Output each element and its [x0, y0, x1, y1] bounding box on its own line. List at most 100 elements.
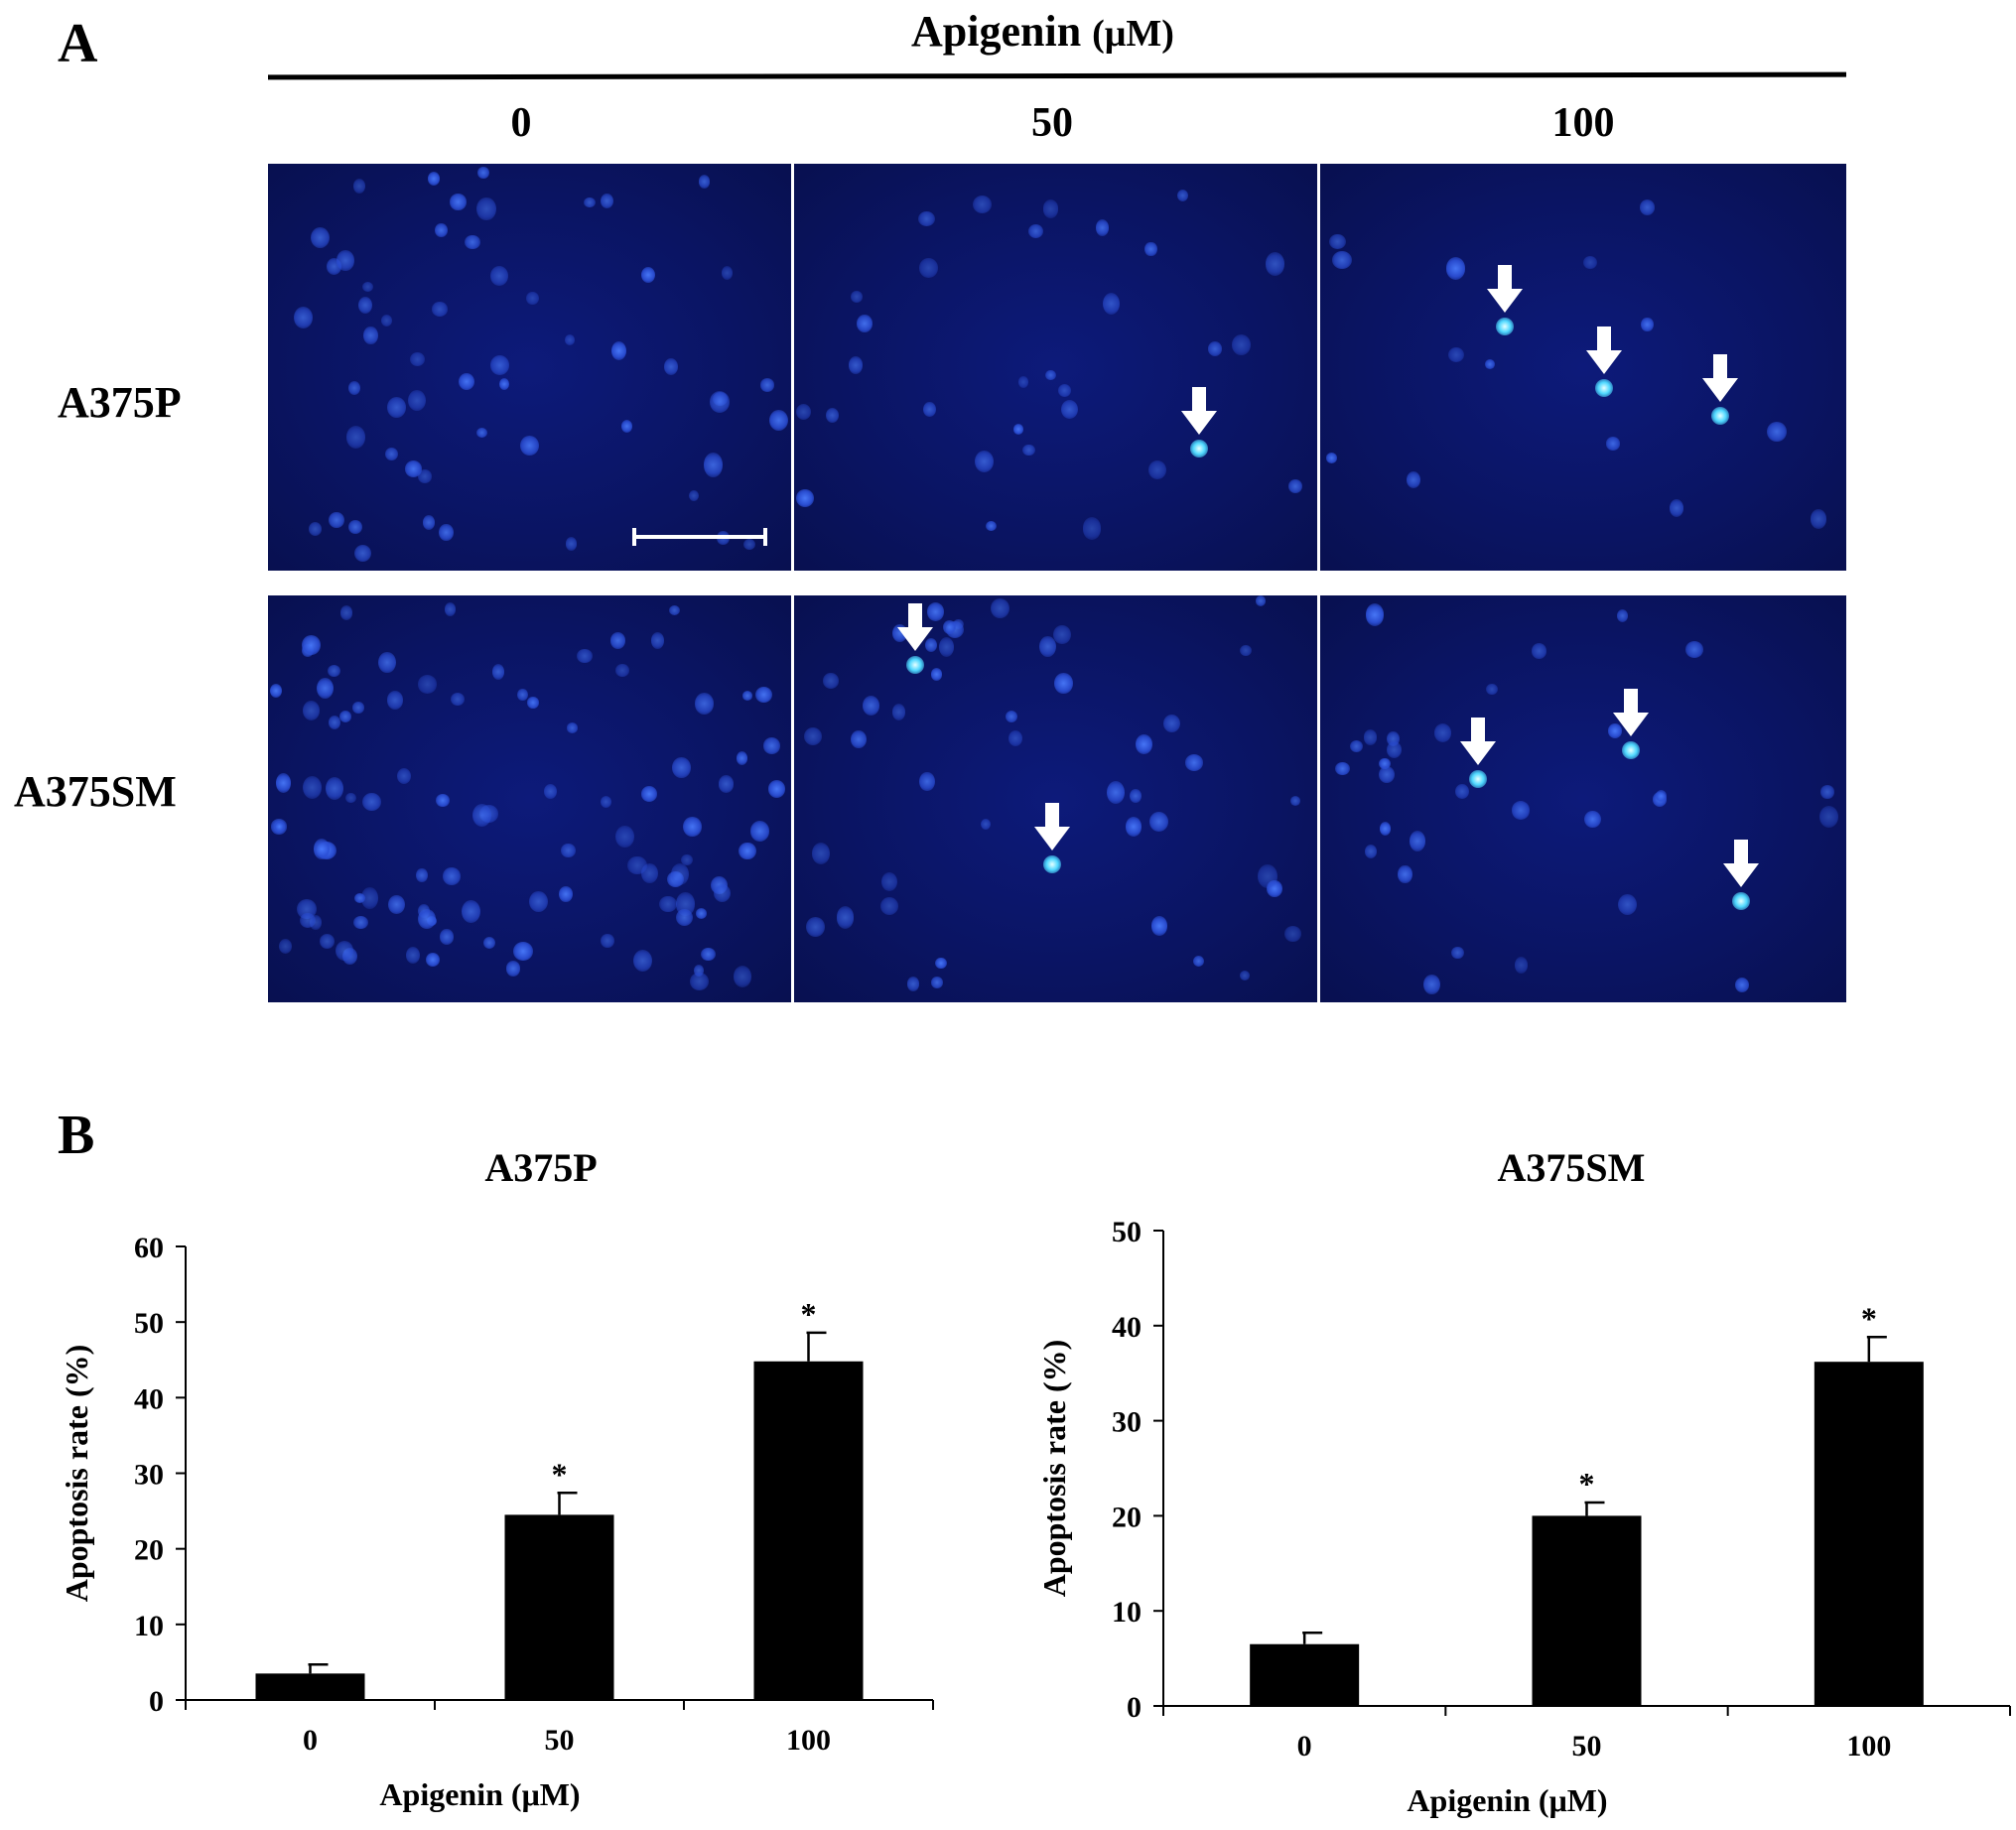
micrograph-a375sm-100 — [1320, 595, 1846, 1002]
nucleus — [823, 673, 839, 689]
nucleus — [490, 265, 509, 286]
nucleus — [422, 514, 436, 530]
nucleus — [440, 929, 454, 945]
nucleus — [336, 941, 354, 962]
nucleus — [695, 693, 715, 715]
nucleus — [975, 450, 995, 472]
nucleus — [409, 352, 425, 367]
micrograph-a375p-50 — [794, 164, 1317, 571]
nucleus — [1288, 478, 1302, 493]
nucleus — [1290, 796, 1301, 806]
nucleus — [1639, 198, 1656, 216]
nucleus — [543, 784, 557, 800]
nucleus — [1511, 800, 1531, 820]
nucleus — [326, 776, 344, 801]
apoptotic-nucleus — [1732, 891, 1750, 910]
nucleus — [1810, 509, 1826, 529]
nucleus — [1207, 341, 1222, 356]
nucleus — [417, 469, 432, 483]
nucleus — [387, 894, 405, 915]
nucleus — [610, 632, 625, 649]
nucleus — [345, 425, 366, 450]
nucleus — [851, 729, 868, 749]
nucleus — [713, 884, 731, 902]
micrograph-a375sm-0 — [268, 595, 791, 1002]
y-tick-label: 0 — [1127, 1691, 1142, 1724]
nucleus — [1767, 421, 1787, 442]
conc-label-100: 100 — [1551, 100, 1615, 146]
nucleus — [696, 908, 708, 919]
down-arrow-icon — [1723, 839, 1759, 887]
y-tick-label: 50 — [1112, 1216, 1142, 1248]
nucleus — [1365, 603, 1385, 626]
nucleus — [1584, 811, 1602, 829]
nucleus — [353, 178, 366, 194]
nucleus — [1608, 723, 1622, 738]
nucleus — [918, 210, 936, 227]
nucleus — [851, 290, 863, 303]
nucleus — [302, 701, 320, 720]
nucleus — [310, 915, 322, 930]
nucleus — [1326, 453, 1338, 463]
bar-100 — [1814, 1362, 1924, 1706]
nucleus — [675, 908, 693, 926]
significance-marker: * — [1579, 1466, 1595, 1502]
nucleus — [683, 817, 702, 838]
nucleus — [1162, 714, 1180, 733]
y-tick-label: 60 — [134, 1232, 164, 1264]
nucleus — [386, 691, 404, 710]
nucleus — [1641, 317, 1654, 332]
nucleus — [1734, 977, 1750, 993]
x-tick-label: 0 — [1297, 1730, 1312, 1763]
nucleus — [1349, 739, 1363, 753]
nucleus — [461, 899, 480, 923]
nucleus — [1605, 437, 1621, 451]
nucleus — [930, 668, 942, 681]
nucleus — [1102, 293, 1120, 316]
nucleus — [760, 378, 775, 392]
nucleus — [432, 302, 448, 317]
nucleus — [803, 726, 823, 746]
down-arrow-icon — [1486, 265, 1523, 313]
nucleus — [1398, 864, 1412, 884]
nucleus — [672, 757, 691, 778]
nucleus — [519, 436, 539, 457]
nucleus — [1039, 635, 1057, 658]
nucleus — [1177, 190, 1189, 201]
x-axis-label: Apigenin (μM) — [1407, 1782, 1607, 1818]
nucleus — [1012, 423, 1024, 435]
nucleus — [1017, 376, 1029, 388]
nucleus — [327, 664, 340, 678]
nucleus — [361, 887, 378, 909]
microscopy-grid — [268, 164, 1846, 1002]
apoptotic-nucleus — [1710, 407, 1729, 426]
y-tick-label: 40 — [1112, 1311, 1142, 1344]
nucleus — [919, 771, 935, 792]
panel-b-letter: B — [58, 1105, 95, 1166]
nucleus — [561, 844, 576, 857]
nucleus — [528, 890, 548, 913]
nucleus — [353, 545, 371, 563]
nucleus — [354, 893, 366, 904]
nucleus — [1454, 784, 1469, 800]
down-arrow-icon — [1701, 354, 1738, 403]
nucleus — [795, 403, 811, 420]
nucleus — [1617, 894, 1638, 916]
nucleus — [1451, 946, 1464, 960]
nucleus — [1082, 517, 1102, 540]
nucleus — [734, 966, 752, 988]
nucleus — [477, 167, 489, 180]
nucleus — [443, 867, 461, 885]
nucleus — [362, 281, 373, 292]
nucleus — [416, 867, 428, 883]
nucleus — [584, 196, 596, 208]
nucleus — [1239, 970, 1251, 980]
nucleus — [336, 250, 354, 271]
nucleus — [659, 896, 677, 913]
nucleus — [417, 675, 438, 694]
nucleus — [319, 933, 335, 949]
nucleus — [1125, 817, 1142, 837]
nucleus — [633, 950, 653, 973]
nucleus — [348, 519, 362, 534]
nucleus — [505, 960, 521, 977]
